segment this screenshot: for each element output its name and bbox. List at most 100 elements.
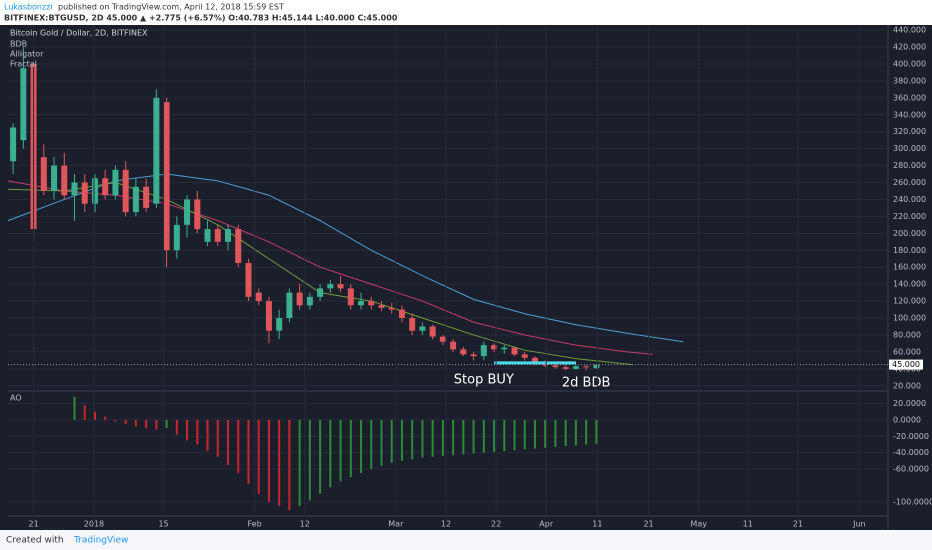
ao-bar xyxy=(186,419,189,441)
footer-bg xyxy=(0,530,932,550)
footer-brand[interactable]: TradingView xyxy=(73,536,128,546)
x-tick-label: 21 xyxy=(643,520,653,529)
candle-body xyxy=(91,178,98,204)
candle-body xyxy=(419,326,426,331)
ao-bar xyxy=(73,396,76,420)
candle-body xyxy=(235,229,242,263)
ao-bar xyxy=(400,419,403,461)
x-tick-label: Mar xyxy=(388,520,404,529)
chart-title: Bitcoin Gold / Dollar, 2D, BITFINEX xyxy=(10,29,148,38)
x-tick-label: 21 xyxy=(28,520,38,529)
x-tick-label: May xyxy=(690,520,707,529)
y-tick-label: 160.000 xyxy=(893,263,926,272)
ao-bar xyxy=(257,419,260,494)
y-tick-label: 280.000 xyxy=(893,161,926,170)
candle-body xyxy=(265,301,272,331)
candle-body xyxy=(61,165,68,196)
y-tick-label: 180.000 xyxy=(893,246,926,255)
indicator: Alligator xyxy=(10,50,44,59)
candle-body xyxy=(552,365,559,368)
ao-title: AO xyxy=(10,394,22,403)
ao-bar xyxy=(278,419,281,506)
header-bg xyxy=(0,0,932,25)
y-tick-label: 140.000 xyxy=(893,280,926,289)
y-tick-label: 20.0000 xyxy=(893,399,926,408)
candle-body xyxy=(184,199,191,225)
ao-bar xyxy=(227,419,229,465)
y-tick-label: 80.000 xyxy=(893,330,921,339)
candle-body xyxy=(194,199,201,230)
y-tick-label: -20.0000 xyxy=(893,432,929,441)
candle-body xyxy=(501,347,508,350)
last-price-label: 45.000 xyxy=(892,360,920,369)
candle-body xyxy=(358,301,365,306)
ao-bar xyxy=(544,419,547,448)
ao-bar xyxy=(349,419,352,478)
author[interactable]: Lukasbonzzi xyxy=(4,3,53,12)
candle-body xyxy=(317,288,324,297)
y-tick-label: 360.000 xyxy=(893,93,926,102)
candle-body xyxy=(470,354,477,357)
symbol-line: BITFINEX:BTGUSD, 2D 45.000 ▲ +2.775 (+6.… xyxy=(4,14,398,23)
candle-body xyxy=(439,336,446,342)
ao-bar xyxy=(124,419,127,424)
ao-bar xyxy=(329,419,332,488)
y-tick-label: 440.000 xyxy=(893,26,926,35)
x-tick-label: 11 xyxy=(743,520,753,529)
candle-body xyxy=(112,169,119,196)
ao-bar xyxy=(237,419,240,474)
ao-bar xyxy=(104,416,107,420)
ao-bar xyxy=(441,419,444,456)
published: published on TradingView.com, April 12, … xyxy=(58,3,284,12)
x-tick-label: 12 xyxy=(441,520,451,529)
ao-bar xyxy=(431,419,434,457)
y-tick-label: 300.000 xyxy=(893,144,926,153)
ao-bar xyxy=(564,419,567,447)
x-tick-label: Jun xyxy=(852,520,866,529)
ao-bar xyxy=(175,419,178,435)
ao-bar xyxy=(390,419,393,463)
candle-body xyxy=(163,102,170,251)
ao-bar xyxy=(155,419,158,430)
candle-body xyxy=(51,165,58,191)
y-tick-label: 340.000 xyxy=(893,110,926,119)
y-tick-label: 400.000 xyxy=(893,59,926,68)
candle-body xyxy=(480,345,487,357)
candle-body xyxy=(225,229,231,242)
candle-body xyxy=(10,127,17,162)
candle-body xyxy=(255,292,262,302)
footer-created: Created with xyxy=(6,536,64,546)
candle-body xyxy=(20,68,27,141)
candle-body xyxy=(153,97,160,204)
candle-body xyxy=(409,318,416,331)
ao-bar xyxy=(595,419,598,444)
indicator: Fractal xyxy=(10,60,37,69)
ao-bar xyxy=(298,419,301,506)
ao-bar xyxy=(114,419,117,422)
candle-body xyxy=(81,182,88,204)
ao-bar xyxy=(554,419,557,447)
last-price-box xyxy=(889,359,923,370)
candle-body xyxy=(593,364,600,369)
ao-bar xyxy=(360,419,363,474)
x-tick-label: 21 xyxy=(793,520,803,529)
x-tick-label: 22 xyxy=(491,520,501,529)
ao-bar xyxy=(482,419,485,453)
x-tick-label: 15 xyxy=(158,520,168,529)
y-tick-label: 380.000 xyxy=(893,76,926,85)
candle-body xyxy=(378,305,385,308)
candle-body xyxy=(173,224,180,251)
x-tick-label: 11 xyxy=(592,520,602,529)
ao-bar xyxy=(585,419,588,445)
candle-body xyxy=(429,326,436,337)
ao-bar xyxy=(134,419,137,427)
candle-body xyxy=(368,301,375,306)
y-tick-label: 100.000 xyxy=(893,314,926,323)
y-tick-label: 60.000 xyxy=(893,347,921,356)
ao-bar xyxy=(421,419,424,458)
candle-body xyxy=(347,288,354,306)
indicator: BDB xyxy=(10,40,27,49)
ao-bar xyxy=(93,411,96,420)
x-tick-label: 2018 xyxy=(84,520,104,529)
